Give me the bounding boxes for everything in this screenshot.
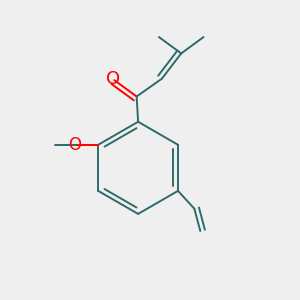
- Text: O: O: [106, 70, 120, 88]
- Text: O: O: [68, 136, 81, 154]
